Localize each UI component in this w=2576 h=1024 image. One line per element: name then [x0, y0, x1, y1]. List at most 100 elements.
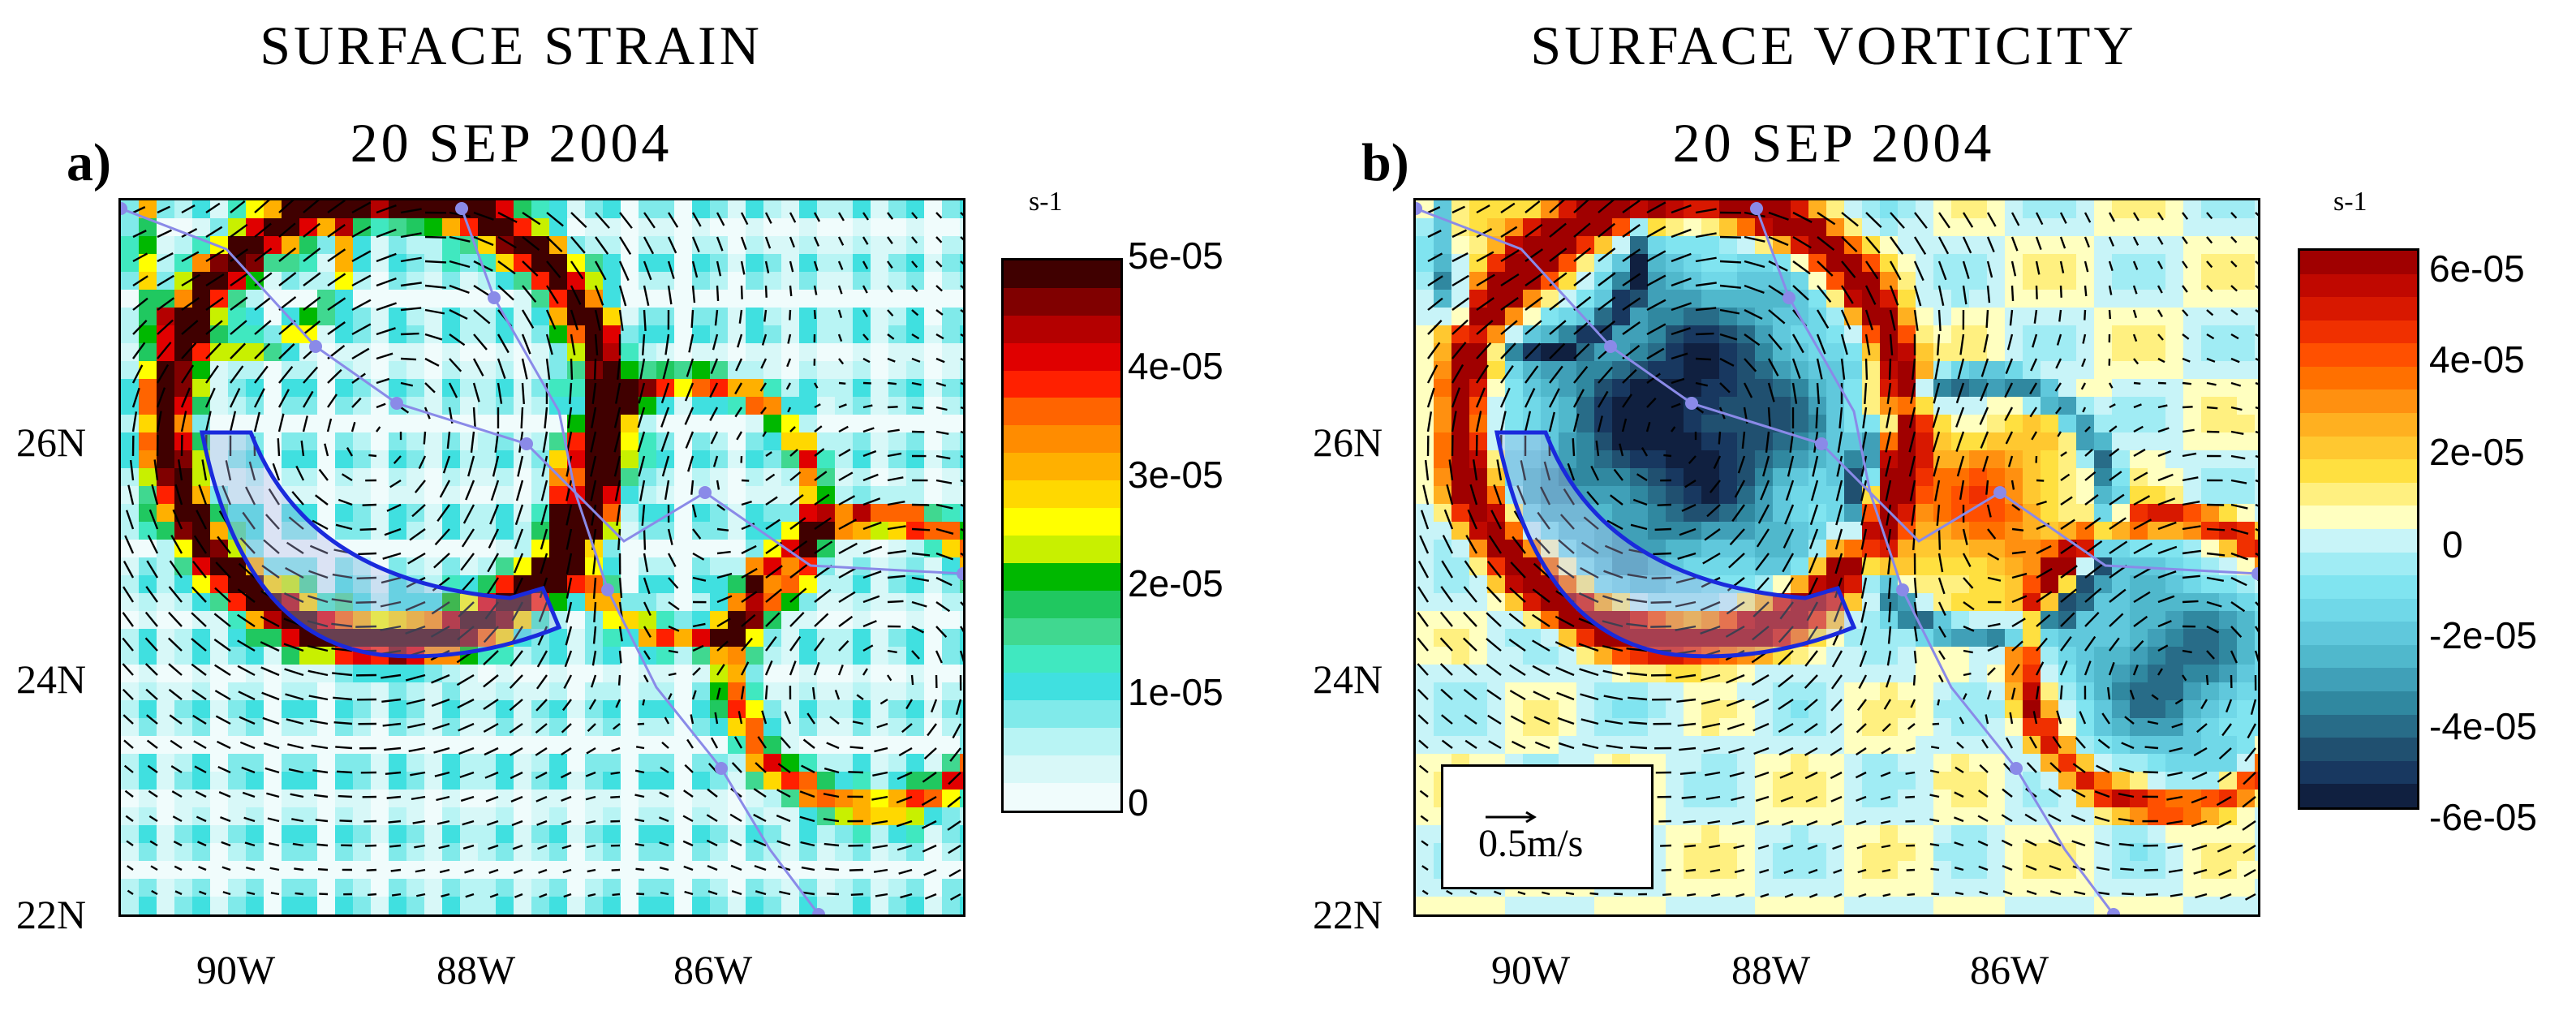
- field-cell: [1808, 772, 1827, 790]
- field-cell: [299, 254, 318, 273]
- field-cell: [960, 611, 963, 630]
- field-cell: [1719, 343, 1738, 362]
- field-cell: [763, 736, 782, 755]
- field-cell: [763, 415, 782, 433]
- field-cell: [924, 343, 943, 362]
- field-cell: [299, 308, 318, 326]
- field-cell: [2058, 647, 2077, 665]
- field-cell: [1737, 272, 1756, 290]
- velocity-vector: [763, 309, 768, 322]
- velocity-vector: [947, 796, 961, 808]
- field-cell: [353, 450, 372, 469]
- field-cell: [942, 611, 961, 630]
- field-cell: [1951, 665, 1970, 683]
- field-cell: [1791, 540, 1809, 558]
- velocity-vector: [922, 772, 937, 783]
- field-cell: [514, 843, 532, 862]
- field-cell: [567, 629, 586, 648]
- velocity-vector: [911, 381, 922, 386]
- field-cell: [2094, 790, 2113, 808]
- field-cell: [1755, 682, 1774, 701]
- velocity-vector: [862, 450, 877, 458]
- field-cell: [1880, 754, 1899, 772]
- velocity-vector: [789, 517, 806, 530]
- field-cell: [1826, 397, 1845, 415]
- field-cell: [1416, 700, 1434, 719]
- field-cell: [299, 772, 318, 790]
- velocity-vector: [643, 309, 647, 332]
- velocity-vector: [887, 549, 906, 555]
- field-cell: [1487, 379, 1506, 398]
- velocity-vector: [302, 415, 308, 432]
- field-cell: [871, 575, 889, 594]
- velocity-vector: [230, 223, 248, 238]
- velocity-vector: [441, 893, 450, 897]
- field-cell: [817, 325, 836, 344]
- velocity-vector: [433, 553, 450, 569]
- field-cell: [871, 897, 889, 914]
- field-cell: [1666, 504, 1684, 523]
- velocity-vector: [690, 309, 695, 328]
- field-cell: [121, 807, 140, 826]
- field-cell: [799, 700, 818, 719]
- field-cell: [1987, 718, 2006, 737]
- velocity-vector: [741, 479, 750, 482]
- field-cell: [174, 557, 193, 576]
- field-cell: [1666, 272, 1684, 290]
- velocity-vector: [779, 890, 791, 896]
- field-cell: [603, 218, 621, 237]
- field-cell: [2255, 450, 2258, 469]
- field-cell: [246, 593, 264, 612]
- velocity-vector: [254, 320, 272, 335]
- field-cell: [1987, 540, 2006, 558]
- field-cell: [1576, 343, 1595, 362]
- field-cell: [1844, 861, 1863, 880]
- velocity-vector: [887, 452, 902, 458]
- field-cell: [763, 682, 782, 701]
- field-cell: [549, 897, 568, 914]
- velocity-vector: [591, 504, 597, 526]
- field-cell: [514, 790, 532, 808]
- trajectory-point: [520, 437, 533, 450]
- field-cell: [424, 736, 443, 755]
- velocity-vector: [690, 714, 695, 725]
- field-cell: [1701, 361, 1720, 380]
- field-cell: [2237, 647, 2256, 665]
- field-cell: [2094, 682, 2113, 701]
- velocity-vector: [295, 892, 304, 896]
- field-cell: [1951, 647, 1970, 665]
- field-cell: [2219, 879, 2238, 897]
- velocity-vector: [610, 771, 621, 775]
- field-cell: [2041, 682, 2059, 701]
- field-cell: [1826, 897, 1845, 914]
- field-cell: [478, 450, 497, 469]
- velocity-vector: [1841, 212, 1859, 227]
- field-cell: [353, 397, 372, 415]
- field-cell: [549, 736, 568, 755]
- trajectory-point: [309, 340, 322, 353]
- velocity-vector: [315, 819, 329, 823]
- field-cell: [2165, 236, 2184, 255]
- field-cell: [121, 772, 140, 790]
- field-cell: [1933, 308, 1952, 326]
- field-cell: [139, 772, 157, 790]
- velocity-vector: [351, 201, 372, 214]
- velocity-vector: [131, 411, 138, 432]
- field-cell: [1916, 825, 1934, 844]
- velocity-vector: [661, 455, 670, 477]
- field-cell: [442, 611, 461, 630]
- field-cell: [1612, 682, 1631, 701]
- field-cell: [621, 843, 639, 862]
- field-cell: [478, 861, 497, 880]
- field-cell: [817, 236, 836, 255]
- velocity-vector: [221, 866, 231, 871]
- field-cell: [1737, 861, 1756, 880]
- field-cell: [1791, 272, 1809, 290]
- field-cell: [1630, 361, 1649, 380]
- velocity-vector: [684, 890, 694, 896]
- velocity-vector: [740, 236, 747, 251]
- field-cell: [1666, 665, 1684, 683]
- field-cell: [1559, 379, 1577, 398]
- velocity-vector: [667, 212, 679, 228]
- field-cell: [1630, 379, 1649, 398]
